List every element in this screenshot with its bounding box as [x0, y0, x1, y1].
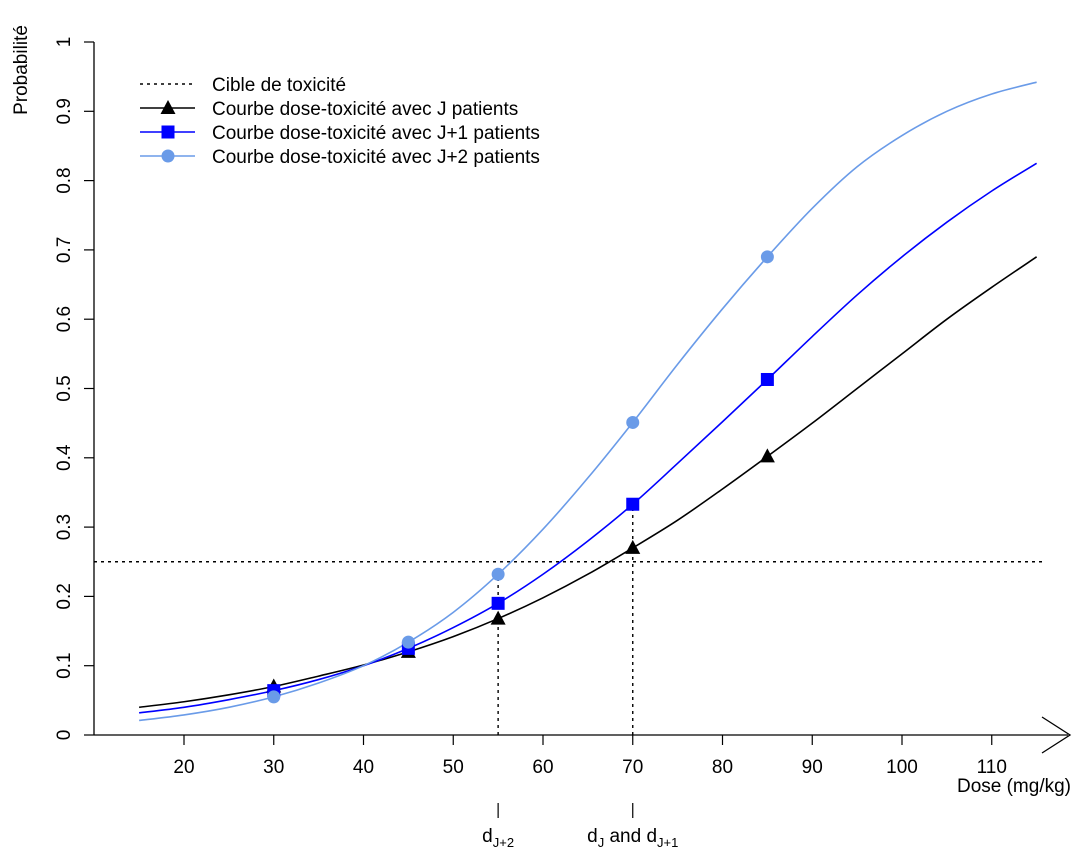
legend-marker	[160, 100, 176, 114]
y-axis-title: Probabilité	[11, 25, 32, 115]
y-tick-label: 0.8	[54, 167, 75, 193]
series-0-point	[625, 539, 641, 554]
y-tick-label: 0.2	[54, 583, 75, 609]
axes: 20 30 40 50 60 70 80 90 100 110 0 0.1 0.2 0.3 0.4 0.5 0.…	[54, 37, 1072, 778]
x-tick-label: 70	[622, 757, 643, 778]
x-tick-label: 20	[173, 757, 194, 778]
dose-marker-label: dJ and dJ+1	[587, 826, 678, 848]
y-tick-label: 0	[54, 730, 75, 741]
x-tick-label: 80	[712, 757, 733, 778]
x-axis-arrow	[1041, 716, 1072, 754]
x-tick-label: 50	[443, 757, 464, 778]
series-2-point	[491, 567, 505, 581]
series-1-line	[139, 162, 1038, 714]
x-tick-label: 60	[532, 757, 553, 778]
y-tick-label: 0.7	[54, 237, 75, 263]
x-tick-label: 100	[886, 757, 918, 778]
series-1-point	[491, 596, 505, 610]
series-2-line	[139, 81, 1037, 722]
legend-label: Courbe dose-toxicité avec J+1 patients	[212, 123, 540, 144]
x-tick-label: 90	[802, 757, 823, 778]
y-tick-label: 0.9	[54, 98, 75, 124]
series-1-point	[626, 497, 640, 511]
legend-marker	[161, 149, 175, 163]
x-tick-label: 110	[977, 757, 1007, 778]
x-tick-label: 30	[263, 757, 284, 778]
legend-label: Courbe dose-toxicité avec J+2 patients	[212, 147, 540, 168]
legend-label: Courbe dose-toxicité avec J patients	[212, 99, 518, 120]
series-2-point	[267, 690, 281, 704]
y-tick-label: 0.3	[54, 514, 75, 540]
series-0-point	[759, 448, 775, 463]
y-tick-label: 0.4	[54, 444, 75, 471]
x-axis-title: Dose (mg/kg)	[957, 776, 1071, 797]
y-tick-label: 0.1	[54, 652, 75, 678]
legend-label: Cible de toxicité	[212, 75, 346, 96]
series-0-line	[139, 256, 1038, 709]
series-0-point	[490, 610, 506, 625]
curves	[139, 81, 1038, 722]
dose-marker-label: dJ+2	[482, 826, 514, 848]
y-tick-label: 0.6	[54, 306, 75, 332]
legend-marker	[161, 125, 175, 139]
y-tick-label: 0.5	[54, 375, 75, 401]
series-2-point	[401, 635, 415, 649]
series-2-point	[626, 415, 640, 429]
y-tick-label: 1	[54, 37, 75, 48]
markers	[266, 250, 775, 704]
series-2-point	[760, 250, 774, 264]
legend: Cible de toxicité Courbe dose-toxicité av…	[140, 75, 540, 168]
x-tick-label: 40	[353, 757, 374, 778]
series-1-point	[760, 372, 774, 386]
